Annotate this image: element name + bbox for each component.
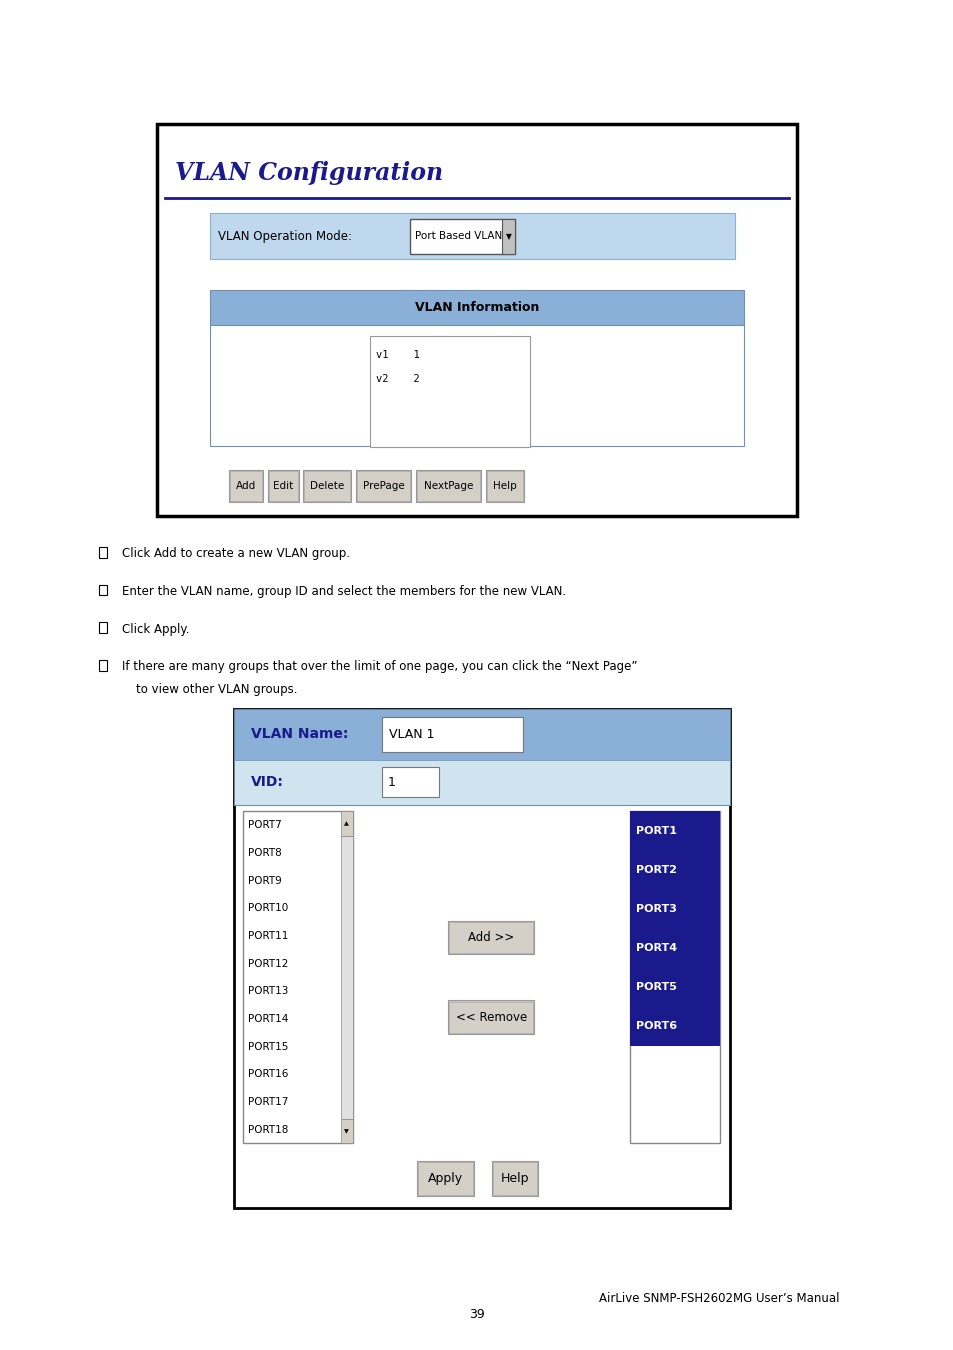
Text: Port Based VLAN: Port Based VLAN: [415, 231, 501, 242]
FancyBboxPatch shape: [416, 1161, 474, 1196]
Bar: [99, 660, 107, 671]
Text: VLAN Configuration: VLAN Configuration: [174, 161, 442, 185]
Text: PORT15: PORT15: [248, 1042, 288, 1052]
Text: PORT2: PORT2: [636, 865, 677, 875]
Text: Help: Help: [493, 481, 516, 491]
FancyBboxPatch shape: [381, 767, 438, 796]
FancyBboxPatch shape: [340, 811, 353, 836]
Text: 1: 1: [387, 776, 395, 788]
FancyBboxPatch shape: [233, 760, 729, 805]
Text: PORT9: PORT9: [248, 876, 281, 886]
FancyBboxPatch shape: [629, 811, 720, 1046]
FancyBboxPatch shape: [485, 470, 523, 502]
Text: If there are many groups that over the limit of one page, you can click the “Nex: If there are many groups that over the l…: [122, 660, 637, 674]
FancyBboxPatch shape: [416, 471, 479, 501]
Text: PORT16: PORT16: [248, 1069, 288, 1079]
Text: Edit: Edit: [273, 481, 294, 491]
Text: Add: Add: [235, 481, 256, 491]
FancyBboxPatch shape: [410, 219, 515, 254]
FancyBboxPatch shape: [493, 1162, 537, 1195]
FancyBboxPatch shape: [356, 471, 410, 501]
Text: Click Add to create a new VLAN group.: Click Add to create a new VLAN group.: [122, 547, 350, 560]
Bar: [99, 547, 107, 558]
Text: PORT4: PORT4: [636, 944, 677, 953]
Text: PORT5: PORT5: [636, 983, 677, 992]
FancyBboxPatch shape: [492, 1161, 537, 1196]
Text: Apply: Apply: [428, 1172, 462, 1185]
Text: PrePage: PrePage: [362, 481, 404, 491]
Text: VID:: VID:: [251, 775, 283, 790]
Text: PORT3: PORT3: [636, 904, 677, 914]
FancyBboxPatch shape: [449, 922, 533, 953]
FancyBboxPatch shape: [340, 836, 353, 1119]
Text: 39: 39: [469, 1308, 484, 1322]
FancyBboxPatch shape: [243, 811, 353, 1143]
Text: PORT7: PORT7: [248, 821, 281, 830]
Text: ▲: ▲: [344, 821, 349, 826]
FancyBboxPatch shape: [229, 470, 263, 502]
FancyBboxPatch shape: [157, 124, 796, 516]
Text: PORT17: PORT17: [248, 1098, 288, 1107]
Text: v1    1: v1 1: [375, 350, 419, 360]
Text: ▼: ▼: [505, 232, 511, 240]
Text: VLAN 1: VLAN 1: [389, 728, 435, 741]
FancyBboxPatch shape: [303, 470, 351, 502]
FancyBboxPatch shape: [381, 717, 522, 752]
FancyBboxPatch shape: [269, 471, 297, 501]
FancyBboxPatch shape: [501, 219, 515, 254]
Text: Enter the VLAN name, group ID and select the members for the new VLAN.: Enter the VLAN name, group ID and select…: [122, 585, 566, 598]
Bar: [99, 622, 107, 633]
Text: Add >>: Add >>: [468, 931, 514, 944]
FancyBboxPatch shape: [417, 1162, 473, 1195]
Bar: [99, 585, 107, 595]
Text: Delete: Delete: [310, 481, 344, 491]
FancyBboxPatch shape: [210, 213, 734, 259]
Text: PORT1: PORT1: [636, 826, 677, 836]
Text: ▼: ▼: [344, 1129, 349, 1134]
Text: VLAN Name:: VLAN Name:: [251, 728, 348, 741]
FancyBboxPatch shape: [448, 1000, 534, 1034]
FancyBboxPatch shape: [340, 1119, 353, 1143]
Text: PORT18: PORT18: [248, 1125, 288, 1134]
Text: PORT10: PORT10: [248, 903, 288, 913]
Text: AirLive SNMP-FSH2602MG User’s Manual: AirLive SNMP-FSH2602MG User’s Manual: [598, 1292, 839, 1305]
Text: PORT11: PORT11: [248, 931, 288, 941]
Text: Click Apply.: Click Apply.: [122, 622, 190, 636]
FancyBboxPatch shape: [304, 471, 350, 501]
FancyBboxPatch shape: [370, 336, 530, 447]
Text: Help: Help: [500, 1172, 529, 1185]
FancyBboxPatch shape: [233, 709, 729, 1208]
Text: VLAN Information: VLAN Information: [415, 301, 538, 315]
Text: PORT14: PORT14: [248, 1014, 288, 1023]
Text: PORT12: PORT12: [248, 958, 288, 968]
FancyBboxPatch shape: [629, 811, 720, 1143]
FancyBboxPatch shape: [448, 921, 534, 954]
Text: NextPage: NextPage: [423, 481, 473, 491]
FancyBboxPatch shape: [355, 470, 411, 502]
FancyBboxPatch shape: [230, 471, 262, 501]
Text: to view other VLAN groups.: to view other VLAN groups.: [136, 683, 297, 697]
Text: PORT6: PORT6: [636, 1021, 677, 1031]
FancyBboxPatch shape: [486, 471, 522, 501]
Text: v2    2: v2 2: [375, 374, 419, 385]
FancyBboxPatch shape: [268, 470, 298, 502]
FancyBboxPatch shape: [449, 1002, 533, 1033]
Text: PORT13: PORT13: [248, 987, 288, 996]
FancyBboxPatch shape: [210, 290, 743, 325]
FancyBboxPatch shape: [210, 325, 743, 446]
FancyBboxPatch shape: [416, 470, 480, 502]
Text: PORT8: PORT8: [248, 848, 281, 857]
Text: << Remove: << Remove: [456, 1011, 526, 1023]
FancyBboxPatch shape: [233, 709, 729, 760]
Text: VLAN Operation Mode:: VLAN Operation Mode:: [217, 230, 351, 243]
